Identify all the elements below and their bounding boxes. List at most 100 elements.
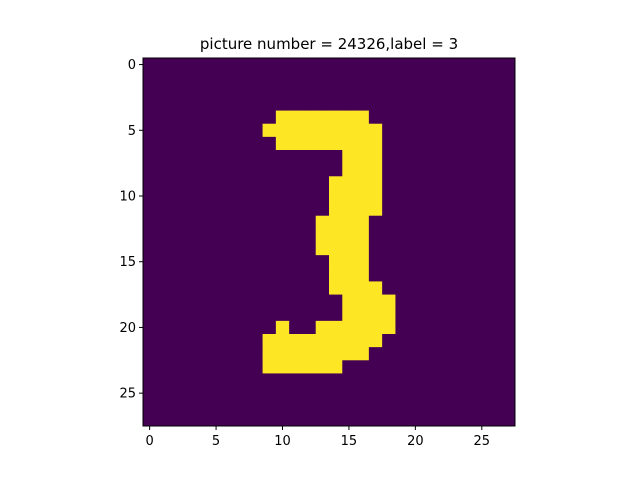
pixel-cell bbox=[461, 294, 476, 309]
y-tick-label: 5 bbox=[128, 124, 136, 139]
pixel-cell bbox=[182, 71, 197, 85]
pixel-cell bbox=[222, 242, 237, 256]
pixel-cell bbox=[169, 228, 184, 243]
pixel-cell bbox=[408, 123, 423, 138]
pixel-cell bbox=[196, 84, 210, 98]
pixel-cell bbox=[408, 360, 423, 374]
pixel-cell bbox=[275, 242, 290, 256]
pixel-cell bbox=[501, 189, 516, 203]
pixel-cell bbox=[488, 71, 503, 85]
pixel-cell bbox=[302, 176, 317, 190]
pixel-cell bbox=[156, 242, 170, 256]
pixel-cell bbox=[222, 294, 237, 309]
pixel-cell bbox=[289, 373, 303, 387]
pixel-cell bbox=[435, 268, 449, 282]
pixel-cell bbox=[236, 202, 250, 217]
pixel-cell bbox=[488, 150, 503, 164]
pixel-cell bbox=[488, 334, 503, 348]
pixel-cell bbox=[329, 386, 343, 401]
pixel-cell bbox=[302, 136, 317, 151]
pixel-cell bbox=[368, 215, 383, 230]
pixel-cell bbox=[196, 176, 210, 190]
pixel-cell bbox=[501, 176, 516, 190]
pixel-cell bbox=[302, 307, 317, 322]
pixel-cell bbox=[236, 84, 250, 98]
pixel-cell bbox=[156, 373, 170, 387]
pixel-cell bbox=[196, 334, 210, 348]
pixel-cell bbox=[342, 71, 356, 85]
pixel-cell bbox=[329, 228, 343, 243]
pixel-cell bbox=[196, 215, 210, 230]
pixel-cell bbox=[461, 163, 476, 177]
pixel-cell bbox=[448, 281, 463, 295]
pixel-cell bbox=[262, 58, 277, 72]
pixel-cell bbox=[315, 373, 330, 387]
pixel-cell bbox=[355, 97, 370, 111]
pixel-cell bbox=[355, 255, 370, 269]
pixel-cell bbox=[315, 320, 330, 335]
pixel-cell bbox=[209, 71, 224, 85]
pixel-cell bbox=[382, 320, 396, 335]
pixel-cell bbox=[289, 386, 303, 401]
pixel-cell bbox=[342, 58, 356, 72]
pixel-cell bbox=[435, 71, 449, 85]
pixel-cell bbox=[182, 176, 197, 190]
pixel-cell bbox=[302, 347, 317, 361]
pixel-cell bbox=[329, 281, 343, 295]
pixel-cell bbox=[275, 255, 290, 269]
pixel-cell bbox=[342, 123, 356, 138]
pixel-cell bbox=[408, 347, 423, 361]
pixel-cell bbox=[368, 255, 383, 269]
pixel-cell bbox=[143, 176, 157, 190]
pixel-cell bbox=[289, 71, 303, 85]
pixel-cell bbox=[249, 255, 263, 269]
pixel-cell bbox=[262, 334, 277, 348]
pixel-cell bbox=[329, 150, 343, 164]
pixel-cell bbox=[382, 399, 396, 414]
pixel-cell bbox=[422, 307, 436, 322]
y-tick-label: 10 bbox=[119, 190, 136, 205]
pixel-cell bbox=[156, 386, 170, 401]
pixel-cell bbox=[275, 334, 290, 348]
pixel-cell bbox=[355, 176, 370, 190]
pixel-cell bbox=[289, 97, 303, 111]
pixel-cell bbox=[262, 71, 277, 85]
pixel-cell bbox=[249, 399, 263, 414]
pixel-cell bbox=[302, 110, 317, 125]
pixel-cell bbox=[408, 97, 423, 111]
x-tick-label: 20 bbox=[407, 434, 424, 449]
pixel-cell bbox=[488, 163, 503, 177]
pixel-cell bbox=[395, 307, 410, 322]
pixel-cell bbox=[329, 163, 343, 177]
pixel-cell bbox=[368, 176, 383, 190]
pixel-cell bbox=[156, 320, 170, 335]
x-tick-label: 5 bbox=[212, 434, 220, 449]
pixel-cell bbox=[156, 412, 170, 427]
pixel-cell bbox=[275, 136, 290, 151]
pixel-cell bbox=[422, 294, 436, 309]
pixel-cell bbox=[182, 163, 197, 177]
pixel-cell bbox=[236, 97, 250, 111]
pixel-cell bbox=[262, 294, 277, 309]
pixel-cell bbox=[275, 399, 290, 414]
pixel-cell bbox=[342, 84, 356, 98]
pixel-cell bbox=[275, 123, 290, 138]
pixel-cell bbox=[488, 347, 503, 361]
pixel-cell bbox=[408, 399, 423, 414]
pixel-cell bbox=[395, 189, 410, 203]
pixel-cell bbox=[368, 97, 383, 111]
pixel-cell bbox=[222, 189, 237, 203]
pixel-cell bbox=[169, 412, 184, 427]
pixel-cell bbox=[501, 228, 516, 243]
pixel-cell bbox=[302, 150, 317, 164]
pixel-cell bbox=[435, 202, 449, 217]
pixel-cell bbox=[262, 215, 277, 230]
pixel-cell bbox=[249, 176, 263, 190]
pixel-cell bbox=[289, 360, 303, 374]
pixel-cell bbox=[236, 281, 250, 295]
pixel-cell bbox=[435, 334, 449, 348]
pixel-cell bbox=[382, 110, 396, 125]
pixel-cell bbox=[289, 123, 303, 138]
pixel-cell bbox=[395, 373, 410, 387]
pixel-cell bbox=[236, 268, 250, 282]
